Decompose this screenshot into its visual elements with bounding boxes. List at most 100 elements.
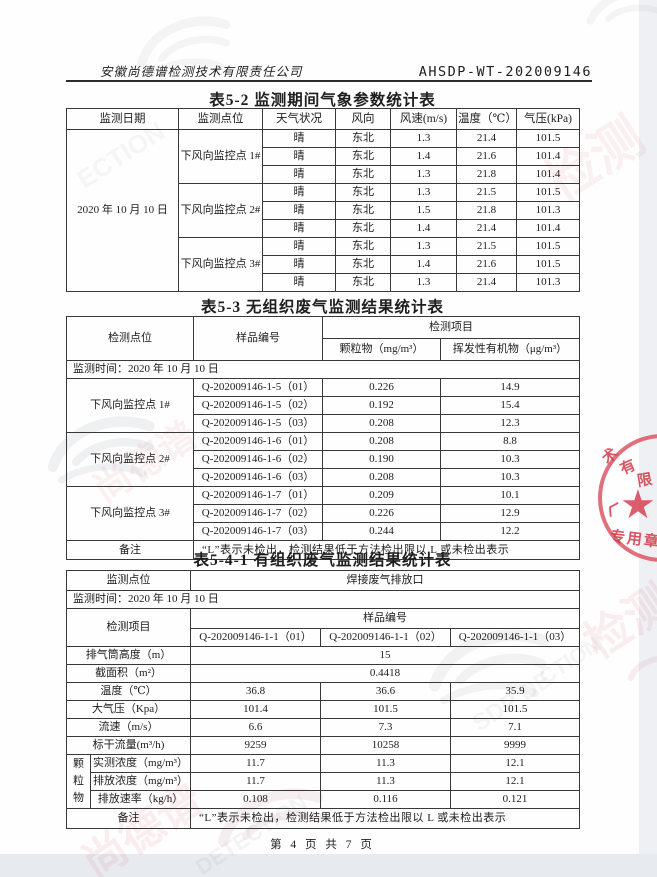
- cell: 9259: [190, 736, 321, 755]
- site-name: 下风向监控点 1#: [178, 129, 263, 184]
- table-row: Q-202009146-1-6（02） 0.190 10.3: [67, 450, 580, 469]
- cell: 东北: [335, 237, 391, 256]
- cell: 10.3: [440, 468, 580, 487]
- monitor-date: 2020 年 10 月 10 日: [66, 129, 179, 292]
- table-row: 流速（m/s） 6.6 7.3 7.1: [66, 718, 581, 737]
- site-value: 焊接废气排放口: [189, 570, 581, 591]
- cell: 晴: [262, 273, 336, 292]
- site-name: 下风向监控点 2#: [66, 432, 194, 487]
- cell: 101.5: [516, 129, 580, 148]
- table-row: 监测点位 焊接废气排放口: [66, 570, 581, 591]
- cell: 1.4: [390, 219, 457, 238]
- table-row: 备注 “L”表示未检出，检测结果低于方法检出限以 L 或未检出表示: [66, 808, 581, 829]
- table-row: Q-202009146-1-5（02） 0.192 15.4: [67, 396, 580, 415]
- cell: 0.226: [322, 504, 441, 523]
- cell: 0.116: [320, 790, 451, 809]
- table-row: 颗粒物（mg/m³） 挥发性有机物（μg/m³）: [67, 338, 580, 361]
- table-row: 下风向监控点 3# Q-202009146-1-7（01） 0.209 10.1: [66, 486, 580, 541]
- weather-parameters-table: 监测日期 监测点位 天气状况 风向 风速(m/s) 温度（℃） 气压(kPa) …: [66, 108, 580, 292]
- cell: 1.3: [390, 183, 457, 202]
- cell: Q-202009146-1-7（02）: [193, 504, 323, 523]
- cell: 东北: [335, 129, 391, 148]
- remark-label: 备注: [66, 808, 191, 829]
- cell: 0.121: [449, 790, 581, 809]
- row-label: 监测点位: [66, 570, 191, 591]
- cell: 晴: [262, 201, 336, 220]
- sample-id: Q-202009146-1-1（01）: [190, 628, 321, 647]
- cell: 0.190: [322, 450, 441, 469]
- cell: 1.3: [390, 129, 457, 148]
- cell: 101.5: [516, 255, 580, 274]
- cell: 0.208: [322, 468, 441, 487]
- table-row: 晴 东北 1.4 21.6 101.5: [67, 255, 580, 274]
- cell: 101.4: [516, 219, 580, 238]
- cell: 12.1: [449, 754, 581, 773]
- cell: 0.4418: [189, 664, 581, 683]
- table-row: 检测项目 样品编号: [66, 608, 581, 647]
- row-label: 排气筒高度（m）: [66, 646, 191, 665]
- cell: 晴: [262, 183, 336, 202]
- table-row: 晴 东北 1.4 21.6 101.4: [67, 147, 580, 166]
- table-row: 监测日期 监测点位 天气状况 风向 风速(m/s) 温度（℃） 气压(kPa): [66, 108, 580, 130]
- table-row: 排放速率（kg/h） 0.108 0.116 0.121: [67, 790, 581, 809]
- table541-title: 表5-4-1 有组织废气监测结果统计表: [193, 552, 452, 569]
- cell: 21.8: [456, 201, 517, 220]
- cell: 东北: [335, 219, 391, 238]
- cell: 东北: [335, 201, 391, 220]
- cell: 11.3: [320, 772, 451, 791]
- col-header: 样品编号: [193, 316, 323, 361]
- table-row: Q-202009146-1-5（03） 0.208 12.3: [67, 414, 580, 433]
- remark-text: “L”表示未检出，检测结果低于方法检出限以 L 或未检出表示: [189, 808, 581, 829]
- cell: 晴: [262, 219, 336, 238]
- cell: 101.4: [190, 700, 321, 719]
- col-header: 温度（℃）: [456, 108, 517, 130]
- row-label: 流速（m/s）: [66, 718, 191, 737]
- cell: 晴: [262, 129, 336, 148]
- company-seal-stamp: 术 有 限 ★ 〈 专用章: [596, 434, 657, 562]
- col-header: 监测日期: [66, 108, 179, 130]
- row-label: 温度（℃）: [66, 682, 191, 701]
- cell: 晴: [262, 165, 336, 184]
- col-header: 检测项目: [322, 316, 580, 339]
- company-name: 安徽尚德谱检测技术有限责任公司: [100, 65, 303, 79]
- cell: 10.3: [440, 450, 580, 469]
- cell: 101.3: [516, 273, 580, 292]
- row-label: 排放速率（kg/h）: [90, 790, 191, 809]
- cell: 7.3: [320, 718, 451, 737]
- cell: Q-202009146-1-6（03）: [193, 468, 323, 487]
- col-header: 风速(m/s): [390, 108, 457, 130]
- cell: 14.9: [440, 378, 580, 397]
- table-row: 监测时间：2020 年 10 月 10 日: [66, 360, 580, 379]
- table53-title: 表5-3 无组织废气监测结果统计表: [200, 299, 445, 316]
- table-row: 颗粒物 实测浓度（mg/m³） 11.7 11.3 12.1: [66, 754, 581, 809]
- row-label: 标干流量(m³/h): [66, 736, 191, 755]
- cell: 35.9: [449, 682, 581, 701]
- monitor-time: 监测时间：2020 年 10 月 10 日: [66, 360, 580, 379]
- scan-edge-bottom: [0, 854, 657, 877]
- cell: 8.8: [440, 432, 580, 451]
- remark-text: “L”表示未检出，检测结果低于方法检出限以 L 或未检出表示: [193, 540, 580, 560]
- cell: 东北: [335, 273, 391, 292]
- table-row: 下风向监控点 2# Q-202009146-1-6（01） 0.208 8.8: [66, 432, 580, 487]
- cell: 东北: [335, 255, 391, 274]
- row-label: 实测浓度（mg/m³）: [90, 754, 191, 773]
- table-row: 下风向监控点 1# Q-202009146-1-5（01） 0.226 14.9: [66, 378, 580, 433]
- cell: 1.3: [390, 237, 457, 256]
- cell: 15: [189, 646, 581, 665]
- table-row: 下风向监控点 2# 晴 东北 1.3 21.5 101.5: [67, 183, 580, 238]
- col-header: 气压(kPa): [516, 108, 580, 130]
- cell: Q-202009146-1-5（02）: [193, 396, 323, 415]
- cell: Q-202009146-1-7（03）: [193, 522, 323, 541]
- table-row: 检测点位 样品编号 检测项目: [66, 316, 580, 361]
- cell: 15.4: [440, 396, 580, 415]
- cell: Q-202009146-1-5（01）: [193, 378, 323, 397]
- table-row: 晴 东北 1.5 21.8 101.3: [67, 201, 580, 220]
- cell: 12.9: [440, 504, 580, 523]
- table-row: 排气筒高度（m） 15: [66, 646, 581, 665]
- cell: 东北: [335, 165, 391, 184]
- cell: 101.4: [516, 147, 580, 166]
- cell: 21.4: [456, 273, 517, 292]
- page-number: 第 4 页 共 7 页: [270, 839, 375, 851]
- cell: 36.8: [190, 682, 321, 701]
- monitor-time: 监测时间：2020 年 10 月 10 日: [65, 590, 581, 609]
